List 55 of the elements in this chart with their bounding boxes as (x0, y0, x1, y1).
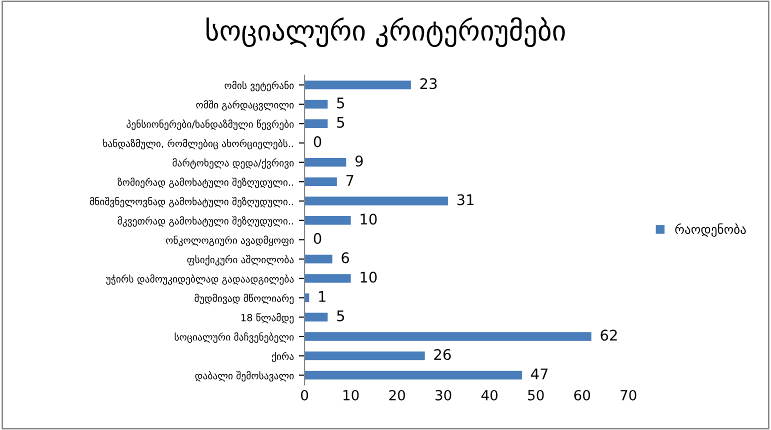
y-tick-label: ომის ვეტერანი (224, 80, 294, 92)
y-tick-label: დაბალი შემოსავალი (195, 371, 294, 382)
data-label: 26 (434, 349, 451, 360)
data-label: 5 (337, 98, 344, 109)
data-label: 5 (337, 310, 344, 322)
x-tick-label: 20 (389, 390, 405, 400)
x-tick-label: 10 (343, 390, 359, 400)
data-label: 10 (360, 214, 377, 225)
data-label: 31 (457, 194, 474, 206)
chart-title: სოციალური კრიტერიუმები (206, 17, 565, 48)
y-tick-label: ზომიერად გამოხატული შეზღუდული.. (118, 178, 294, 188)
bar (304, 216, 351, 225)
bar (304, 100, 328, 109)
y-tick-label: ონკოლოგიური ავადმყოფი (166, 236, 294, 246)
x-tick-label: 60 (574, 390, 590, 400)
legend-label: რაოდენობა (675, 223, 746, 237)
x-tick-label: 30 (436, 390, 452, 400)
bar (304, 274, 351, 283)
y-tick-label: ქირა (272, 352, 294, 362)
data-label: 0 (314, 136, 322, 148)
data-label: 0 (314, 232, 322, 244)
y-tick-label: მკვეთრად გამოხატული შეზღუდული.. (118, 216, 294, 227)
y-tick-label: უჭირს დამოუკიდებლად გადაადგილება (106, 274, 294, 285)
data-label: 5 (337, 117, 344, 128)
data-label: 7 (346, 175, 354, 186)
bar (304, 254, 332, 264)
bar (304, 177, 337, 186)
data-label: 10 (360, 272, 377, 283)
x-tick-label: 70 (620, 390, 636, 400)
y-tick-label: სოციალური მაჩვენებელი (174, 332, 294, 343)
bar (304, 119, 328, 128)
data-label: 9 (355, 156, 363, 167)
bar (304, 158, 346, 167)
data-label: 47 (531, 368, 548, 380)
bar (304, 351, 425, 360)
y-tick-label: მარტოხელა დედა/ქვრივი (172, 158, 294, 169)
bar (304, 80, 411, 90)
y-tick-label: პენსიონერები/ხანდაზმული წევრები (126, 120, 294, 130)
data-label: 6 (342, 252, 349, 264)
bar (304, 196, 448, 206)
bar (304, 312, 328, 322)
y-tick-label: მნიშვნელოვნად გამოხატული შეზღუდული.. (90, 196, 294, 208)
bar (304, 332, 592, 341)
y-tick-label: ფსიქიკური აშლილობა (187, 255, 294, 266)
y-tick-label: ხანდაზმული, რომლებიც ახორციელებს.. (103, 138, 294, 150)
x-tick-label: 0 (301, 390, 308, 400)
bar (304, 370, 522, 380)
y-tick-label: მუდმივად მწოლიარე (194, 294, 294, 304)
x-tick-label: 40 (481, 390, 498, 400)
y-tick-label: ომში გარდაცვლილი (196, 100, 294, 111)
data-label: 62 (600, 330, 617, 341)
data-label: 23 (420, 78, 437, 90)
x-tick-label: 50 (528, 390, 544, 400)
y-tick-label: 18 წლამდე (241, 313, 294, 324)
data-label: 1 (319, 291, 326, 302)
